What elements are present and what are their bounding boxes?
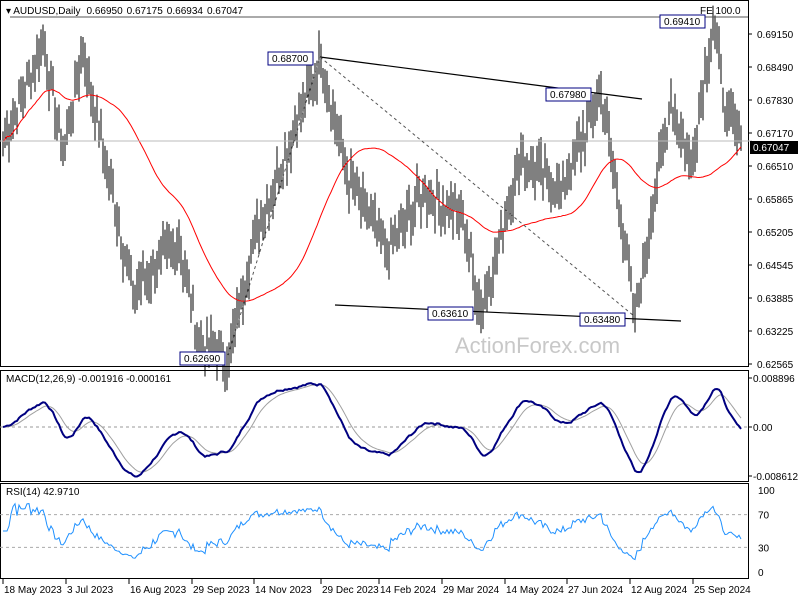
header-close: 0.67047 [207,6,244,17]
macd-tick-label: 0.008896 [753,374,795,385]
price-tick-label: 0.63885 [757,294,794,305]
swing-label-box [267,51,314,66]
macd-tick-label: 0.00 [753,423,773,434]
swing-label-box [179,351,226,366]
rsi-tick-label: 0 [758,568,764,579]
date-tick-label: 29 Mar 2024 [443,585,500,596]
swing-label-box [659,14,706,29]
date-tick-label: 16 Aug 2023 [130,585,187,596]
rsi-tick-label: 30 [758,543,770,554]
header-high: 0.67175 [127,6,164,17]
watermark: ActionForex.com [455,333,620,358]
date-tick-label: 27 Jun 2024 [568,585,623,596]
price-tick-label: 0.67170 [757,129,794,140]
main-panel-border [0,0,749,367]
current-price-box [750,141,798,154]
header-low: 0.66934 [167,6,204,17]
price-tick-label: 0.66510 [757,162,794,173]
swing-label: 0.69410 [664,17,701,28]
date-tick-label: 14 May 2024 [506,585,564,596]
swing-label-box [545,87,592,102]
price-tick-label: 0.67830 [757,96,794,107]
price-tick-label: 0.64545 [757,261,794,272]
swing-label: 0.63480 [584,315,621,326]
date-tick-label: 29 Sep 2023 [193,585,250,596]
header-open: 0.66950 [86,6,123,17]
rsi-tick-label: 100 [758,486,775,497]
date-tick-label: 3 Jul 2023 [67,585,114,596]
swing-label-box [427,306,474,321]
macd-tick-label: -0.008612 [753,472,798,483]
swing-label-box [579,312,626,327]
lower-trendline [334,304,682,322]
swing-label: 0.68700 [272,54,309,65]
price-tick-label: 0.65205 [757,228,794,239]
macd-line [2,382,742,478]
price-tick-label: 0.62565 [757,360,794,371]
rsi-tick-label: 70 [758,511,770,522]
rsi-panel-border [0,483,749,579]
swing-label: 0.63610 [432,309,469,320]
date-tick-label: 14 Nov 2023 [255,585,312,596]
macd-label: MACD(12,26,9) -0.001916 -0.000161 [6,374,172,385]
projection-dashed-line [227,56,635,356]
rsi-line [3,502,742,561]
swing-label: 0.62690 [184,354,221,365]
rsi-label: RSI(14) 42.9710 [6,487,80,498]
fe-label: FE 100.0 [700,6,741,17]
date-tick-label: 14 Feb 2024 [380,585,437,596]
header-symbol: AUDUSD,Daily [13,6,80,17]
header-symbol-icon: ▾ [6,6,13,17]
upper-trendline [319,56,643,100]
price-tick-label: 0.69150 [757,30,794,41]
price-tick-label: 0.63225 [757,327,794,338]
price-tick-label: 0.65865 [757,195,794,206]
date-tick-label: 18 May 2023 [4,585,62,596]
date-tick-label: 12 Aug 2024 [631,585,688,596]
macd-panel-border [0,370,749,482]
date-tick-label: 29 Dec 2023 [322,585,379,596]
price-tick-label: 0.68490 [757,63,794,74]
swing-label: 0.67980 [550,90,587,101]
macd-signal-line [2,384,742,473]
moving-average-line [2,89,742,302]
header-readout: ▾ AUDUSD,Daily 0.66950 0.67175 0.66934 0.670… [6,6,244,17]
date-tick-label: 25 Sep 2024 [694,585,751,596]
current-price-label: 0.67047 [753,143,790,154]
